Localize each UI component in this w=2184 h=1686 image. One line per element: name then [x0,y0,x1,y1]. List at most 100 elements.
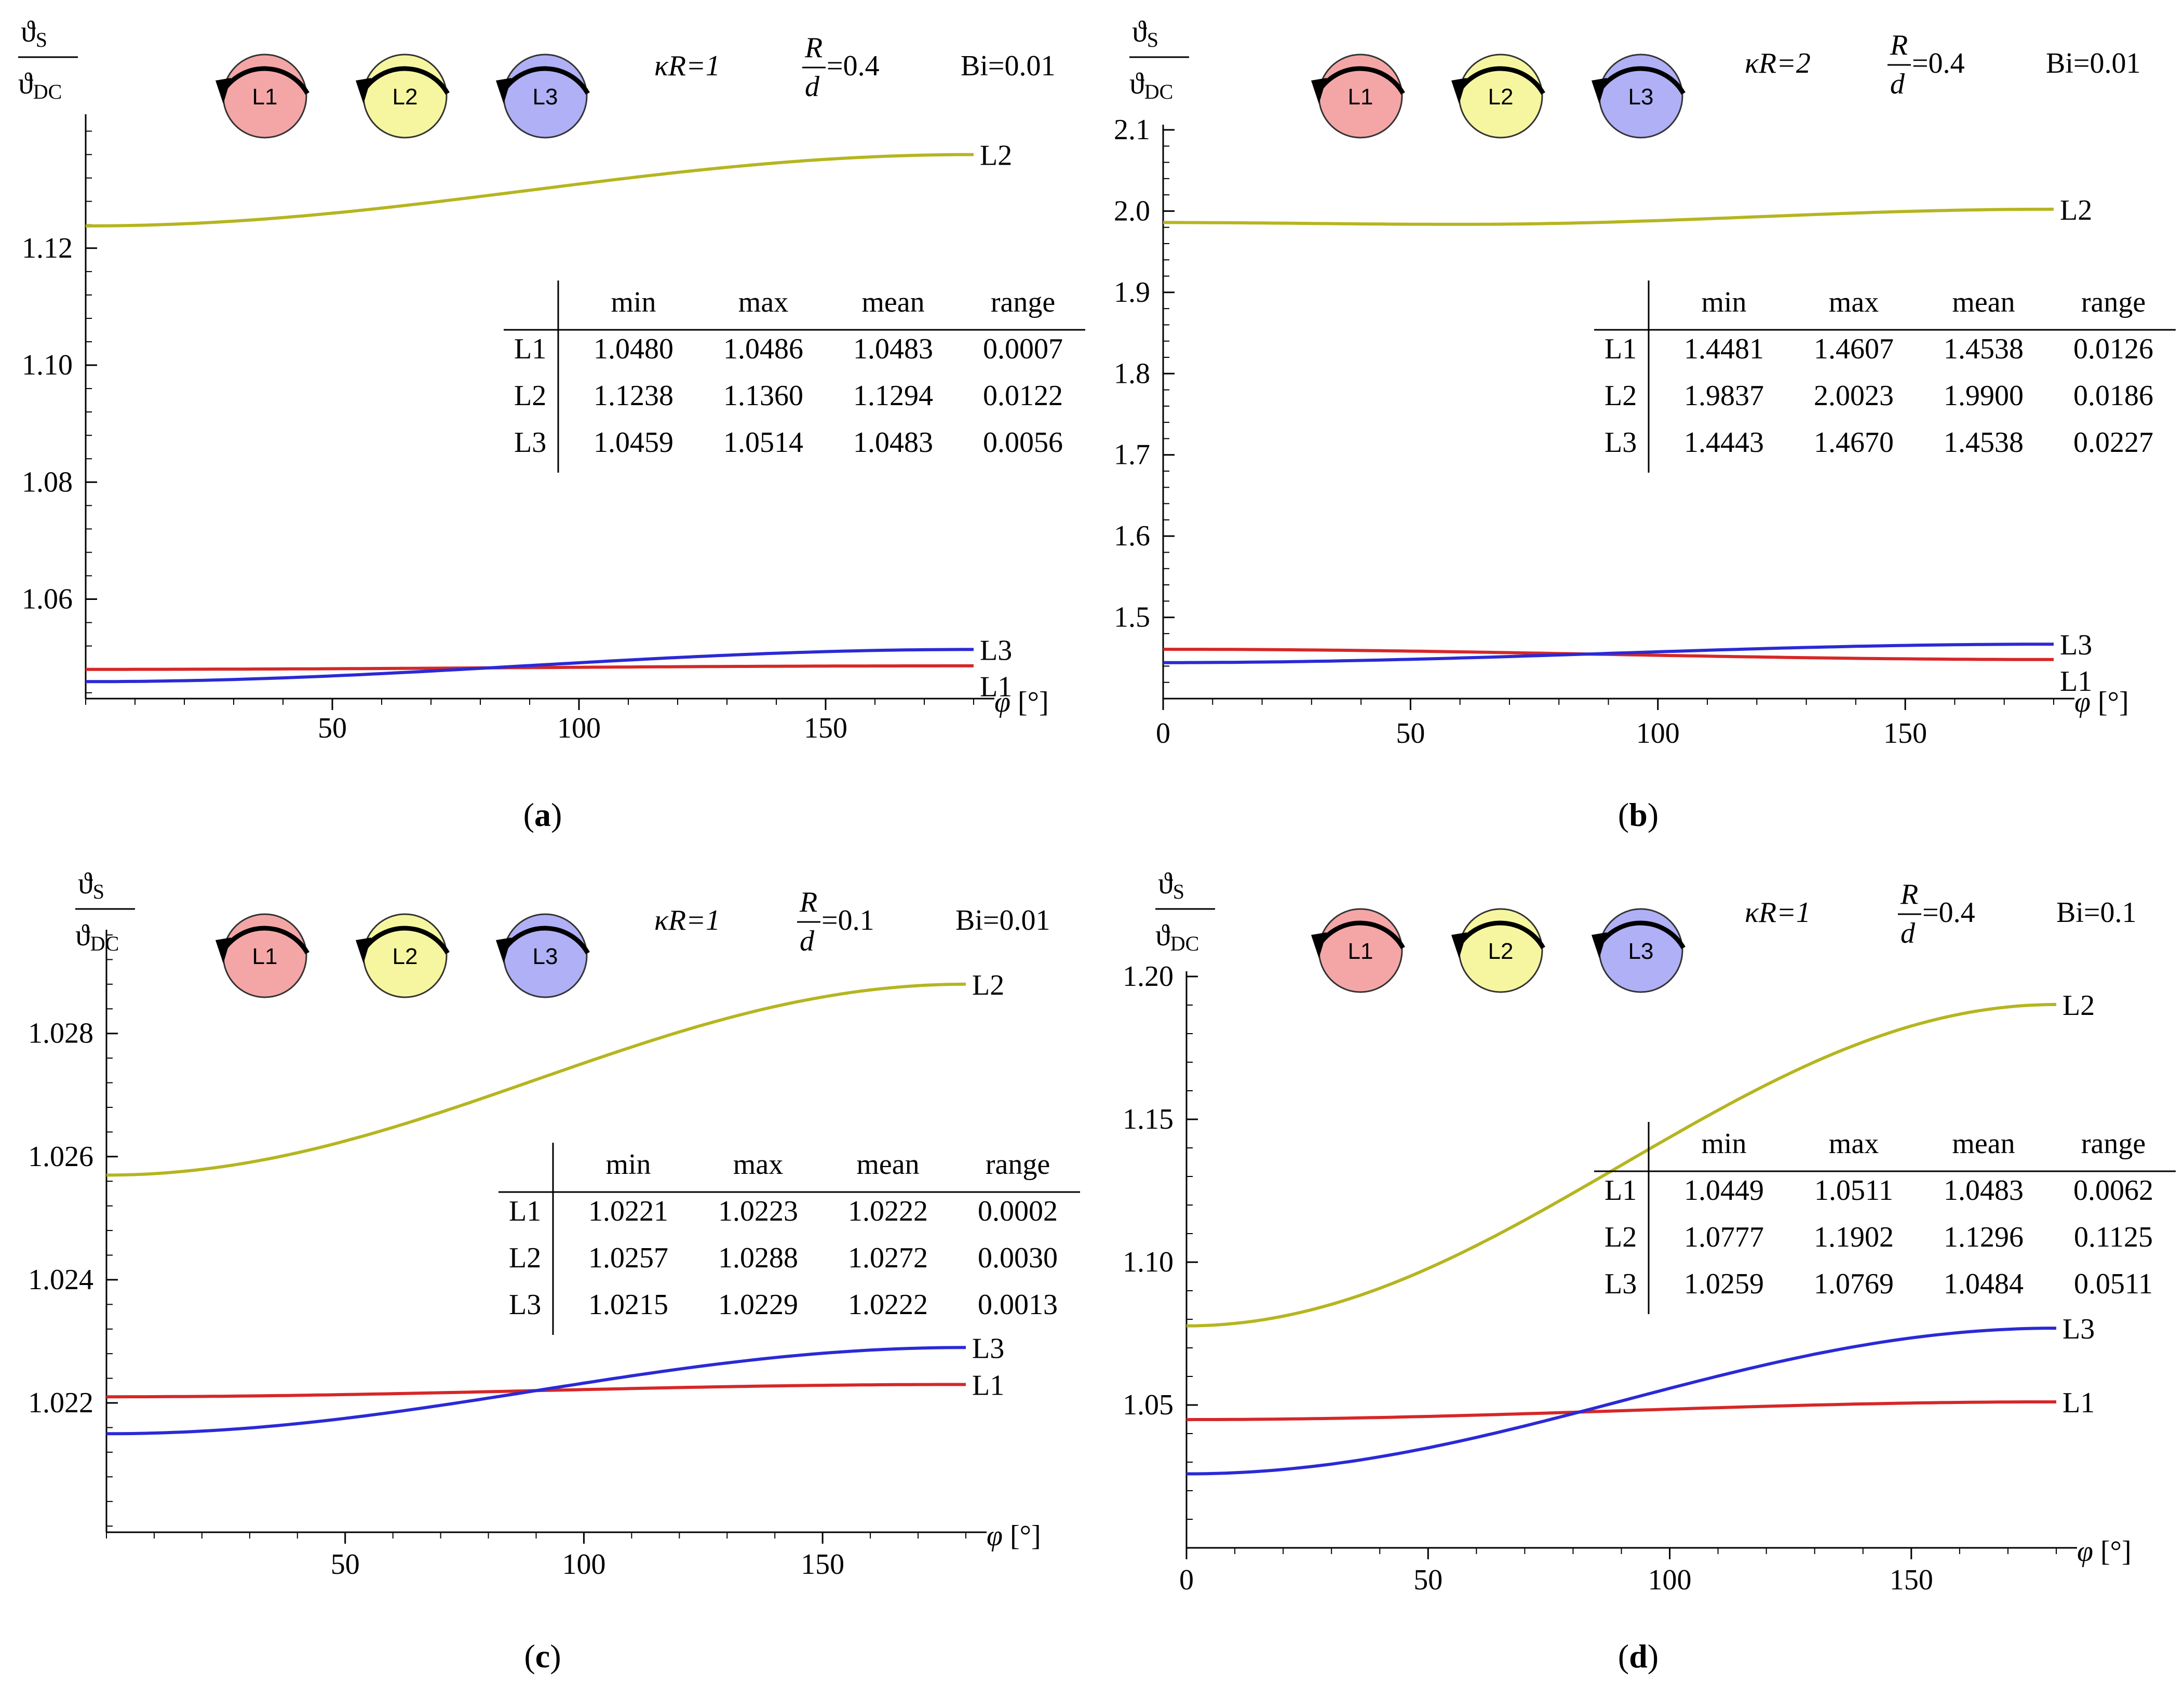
param-kappa-r: κR=2 [1745,47,1811,79]
table-cell: 0.0227 [2073,426,2153,459]
param-kappa-r: κR=1 [654,50,720,82]
x-axis-label: φ [°] [2074,686,2129,718]
rotation-arc-icon [1597,66,1686,95]
x-tick-label: 100 [1648,1564,1692,1596]
table-cell: 0.0007 [983,333,1063,365]
x-axis-symbol: φ [2077,1535,2100,1568]
table-header-min: min [605,1148,651,1181]
rotation-arc-icon [361,926,450,955]
table-header-min: min [1701,1128,1746,1160]
x-tick-label: 100 [1636,717,1680,750]
x-tick-label: 150 [804,712,847,744]
y-axis-label: ϑS ϑDC [1155,866,1215,955]
series-line-l2 [85,153,974,228]
y-tick-label: 1.7 [1114,439,1150,471]
stats-table: min max mean range L1 1.0221 1.0223 1.0222 0.000… [498,1143,1080,1335]
table-header-max: max [738,286,788,318]
table-cell: 0.0511 [2074,1268,2153,1300]
y-tick-label: 1.024 [28,1264,93,1296]
param-r-value: =0.4 [1922,896,1975,929]
table-row-label: L3 [509,1289,541,1321]
panel-label-open: ( [524,1638,535,1675]
y-axis-numerator: ϑS [21,15,47,51]
y-tick-label: 2.1 [1114,114,1150,146]
table-cell: 1.0288 [718,1242,798,1274]
table-cell: 1.0769 [1814,1268,1894,1300]
table-cell: 1.4443 [1684,426,1764,459]
x-tick-label: 50 [1413,1564,1442,1596]
param-r-value: =0.4 [1912,47,1965,79]
conductor-label: L2 [1488,84,1514,110]
table-cell: 1.0272 [848,1242,928,1274]
x-tick-label: 150 [801,1548,844,1581]
panel-b: ϑS ϑDC L1 L2 L3 κR=2 Rd=0.4 Bi=0.01 1.5 1.6 1.7 1.8… [1114,15,2176,833]
series-line-l2 [1163,207,2054,226]
y-axis-denominator-sub: DC [90,932,119,955]
y-axis-numerator-sub: S [93,880,104,903]
table-cell: 1.4670 [1814,426,1894,459]
table-cell: 1.0222 [848,1289,928,1321]
table-cell: 1.0483 [1944,1174,2024,1207]
table-row-label: L2 [514,380,546,412]
table-cell: 2.0023 [1814,380,1894,412]
series-end-label: L1 [2062,1387,2095,1419]
rotation-arrow-icon [215,78,231,104]
table-cell: 1.9837 [1684,380,1764,412]
x-axis-label: φ [°] [987,1520,1041,1552]
panel-label-open: ( [1618,1638,1629,1675]
table-cell: 0.0056 [983,426,1063,459]
table-cell: 1.0222 [848,1195,928,1227]
series-end-label: L2 [980,140,1012,172]
conductor-l3: L3 [496,53,590,139]
y-axis-label: ϑS ϑDC [1129,15,1189,103]
rotation-arc-icon [502,66,590,95]
conductor-label: L3 [533,944,558,969]
x-axis-symbol: φ [994,686,1018,718]
table-cell: 1.0480 [594,333,673,365]
panel-label-open: ( [523,796,534,833]
param-kappa-r: κR=1 [654,904,720,936]
rotation-arrow-icon [1592,932,1607,958]
param-r-den: d [800,925,815,957]
param-r-over-d: Rd=0.4 [802,32,880,103]
x-tick-label: 50 [1396,717,1425,750]
table-row-label: L2 [1605,380,1637,412]
table-cell: 1.1294 [853,380,933,412]
x-axis-label: φ [°] [994,686,1049,718]
table-cell: 0.0126 [2073,333,2153,365]
y-axis-denominator: ϑDC [75,918,119,955]
rotation-arrow-icon [356,938,371,964]
y-tick-label: 1.028 [28,1018,93,1050]
panel-label-close: ) [1648,1638,1659,1675]
table-header-range: range [986,1148,1050,1181]
rotation-arc-icon [502,926,590,955]
param-r-num: R [804,32,823,64]
rotation-arrow-icon [1311,932,1327,958]
panel-label: (b) [1618,796,1659,833]
rotation-arc-icon [1317,66,1405,95]
table-header-range: range [991,286,1055,318]
table-cell: 1.0483 [853,426,933,459]
table-cell: 0.0030 [978,1242,1058,1274]
table-cell: 1.4481 [1684,333,1764,365]
table-cell: 0.0122 [983,380,1063,412]
conductor-label: L3 [1628,84,1654,110]
conductor-l2: L2 [1451,53,1545,139]
table-cell: 1.0259 [1684,1268,1764,1300]
panel-label-open: ( [1618,796,1629,833]
conductor-l3: L3 [496,913,590,998]
series-end-label: L1 [980,671,1012,703]
table-header-range: range [2081,1128,2146,1160]
table-row-label: L1 [514,333,546,365]
y-tick-label: 1.05 [1123,1389,1174,1421]
rotation-arrow-icon [496,938,511,964]
series-line-l2 [1186,1002,2057,1328]
y-tick-label: 1.06 [22,583,73,615]
table-row-label: L3 [1605,1268,1637,1300]
param-r-num: R [1900,878,1918,911]
panel-label-letter: d [1629,1638,1648,1675]
y-tick-label: 1.022 [28,1387,93,1419]
y-tick-label: 1.026 [28,1141,93,1173]
stats-table: min max mean range L1 1.0449 1.0511 1.0483 0.006… [1594,1122,2176,1314]
